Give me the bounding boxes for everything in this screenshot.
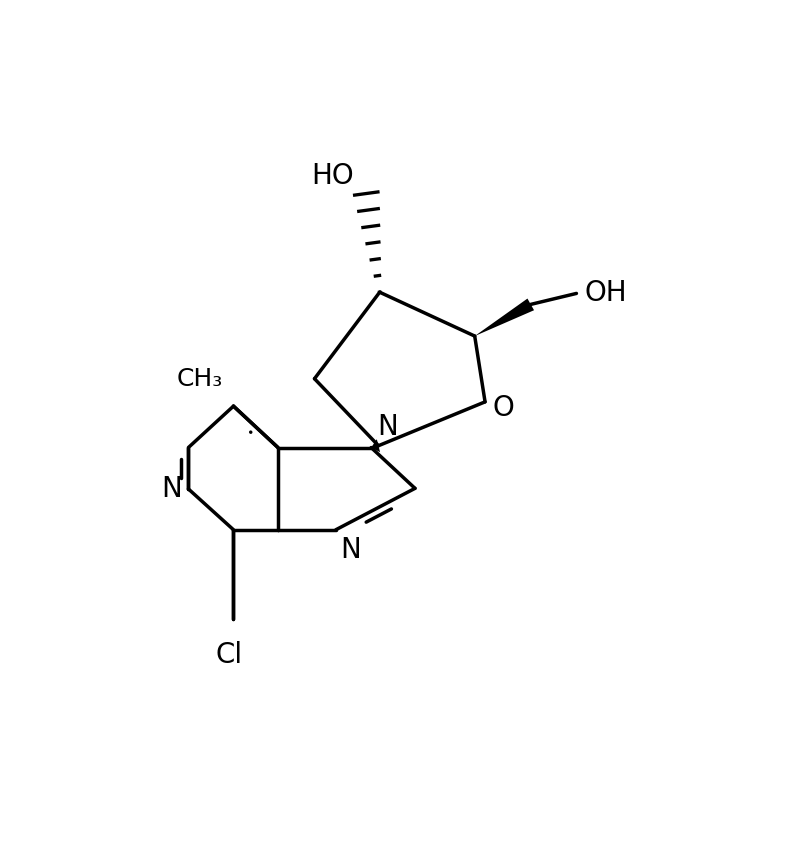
Text: N: N [377, 413, 398, 441]
Text: HO: HO [311, 162, 354, 191]
Polygon shape [475, 299, 534, 336]
Text: N: N [340, 536, 362, 564]
Polygon shape [371, 439, 380, 452]
Text: N: N [162, 475, 182, 503]
Text: CH₃: CH₃ [177, 367, 223, 391]
Text: O: O [493, 394, 515, 422]
Text: Cl: Cl [215, 641, 243, 668]
Text: OH: OH [584, 279, 627, 307]
